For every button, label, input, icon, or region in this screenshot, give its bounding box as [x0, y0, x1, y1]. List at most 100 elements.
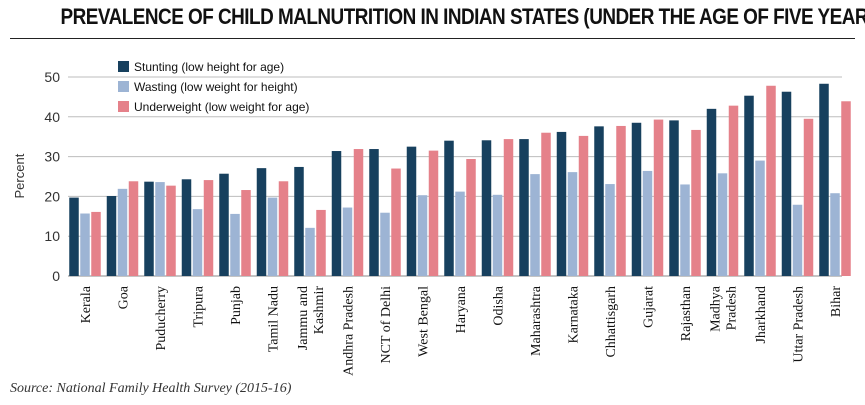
- bar-stunting: [181, 179, 192, 276]
- bar-wasting: [267, 197, 278, 276]
- x-tick-label: Puducherry: [154, 286, 169, 351]
- legend-swatch: [118, 61, 129, 72]
- x-tick-label-line: Punjab: [229, 286, 244, 325]
- bar-wasting: [455, 191, 465, 276]
- y-tick-label: 50: [44, 69, 60, 85]
- x-tick-label-line: NCT of Delhi: [379, 286, 394, 364]
- x-tick-label-line: Madhya: [709, 285, 724, 332]
- axis-layer: 0 10 20 30 40 50 Percent Kerala Goa Puducherry Tri…: [12, 69, 844, 376]
- x-tick-label-line: Jharkhand: [754, 286, 769, 344]
- bar-wasting: [492, 194, 503, 276]
- legend-label: Underweight (low weight for age): [134, 100, 309, 114]
- bar-stunting: [369, 149, 379, 276]
- bar-stunting: [781, 91, 792, 276]
- x-tick-label: MadhyaPradesh: [709, 285, 740, 332]
- title-divider: [10, 38, 855, 39]
- x-tick-label-line: Karnataka: [567, 285, 582, 343]
- bar-stunting: [219, 173, 229, 276]
- bar-underweight: [128, 181, 139, 276]
- y-tick-label: 20: [44, 188, 60, 204]
- legend: Stunting (low height for age) Wasting (lo…: [118, 60, 309, 114]
- x-tick-label: Uttar Pradesh: [792, 286, 807, 363]
- bar-wasting: [680, 184, 690, 276]
- bar-underweight: [353, 149, 364, 276]
- bar-wasting: [417, 195, 428, 276]
- x-tick-label: Punjab: [229, 286, 244, 325]
- bar-stunting: [294, 166, 304, 276]
- bar-underweight: [466, 158, 476, 276]
- y-tick-label: 0: [52, 268, 60, 284]
- x-tick-label: Odisha: [492, 285, 507, 325]
- legend-swatch: [118, 81, 129, 92]
- bar-underweight: [803, 118, 814, 276]
- bar-stunting: [744, 95, 754, 277]
- x-tick-label: Chhattisgarh: [604, 286, 619, 358]
- bar-wasting: [792, 204, 803, 276]
- bar-stunting: [69, 197, 79, 276]
- bar-wasting: [192, 209, 203, 276]
- x-tick-label-line: Chhattisgarh: [604, 286, 619, 358]
- bar-wasting: [230, 213, 240, 276]
- x-tick-label-line: Kashmir: [312, 286, 327, 335]
- x-tick-label: Karnataka: [567, 285, 582, 343]
- x-tick-label: West Bengal: [417, 286, 432, 357]
- bar-underweight: [428, 150, 439, 276]
- bar-stunting: [331, 151, 342, 276]
- y-axis-label: Percent: [12, 153, 27, 198]
- bar-underweight: [766, 85, 776, 276]
- bar-stunting: [631, 122, 642, 277]
- x-tick-label-line: Bihar: [829, 286, 844, 317]
- x-tick-label: Maharashtra: [529, 285, 544, 356]
- bar-wasting: [567, 172, 578, 276]
- x-tick-label: Kerala: [79, 285, 94, 323]
- bar-stunting: [594, 126, 604, 277]
- bar-underweight: [841, 101, 851, 276]
- bar-wasting: [117, 188, 128, 276]
- x-tick-label: Tripura: [192, 285, 207, 327]
- x-tick-label-line: Odisha: [492, 285, 507, 325]
- bar-underweight: [166, 185, 176, 276]
- x-tick-label-line: Kerala: [79, 285, 94, 323]
- bars-layer: [69, 83, 851, 277]
- bar-stunting: [106, 196, 117, 276]
- x-tick-label: Haryana: [454, 285, 469, 333]
- x-tick-label-line: Haryana: [454, 285, 469, 333]
- y-tick-label: 10: [44, 228, 60, 244]
- bar-underweight: [241, 190, 251, 276]
- x-tick-label-line: Tamil Nadu: [267, 286, 282, 352]
- bar-wasting: [530, 174, 540, 276]
- x-tick-label: Goa: [117, 285, 132, 309]
- bar-stunting: [406, 146, 417, 276]
- legend-label: Wasting (low weight for height): [134, 80, 298, 94]
- bar-stunting: [444, 140, 454, 276]
- bar-wasting: [755, 160, 765, 276]
- bar-wasting: [605, 184, 615, 276]
- x-tick-label-line: Gujarat: [642, 286, 657, 328]
- bar-underweight: [653, 119, 664, 276]
- x-tick-label: Jammu andKashmir: [296, 286, 327, 350]
- bar-stunting: [669, 120, 679, 276]
- y-tick-label: 30: [44, 149, 60, 165]
- bar-stunting: [256, 168, 267, 276]
- bar-stunting: [706, 108, 717, 276]
- bar-stunting: [556, 131, 567, 276]
- x-tick-label-line: West Bengal: [417, 286, 432, 357]
- bar-stunting: [519, 139, 529, 276]
- chart-title: PREVALENCE OF CHILD MALNUTRITION IN INDI…: [60, 4, 865, 29]
- bar-stunting: [819, 83, 829, 277]
- bar-wasting: [642, 170, 653, 276]
- bar-wasting: [155, 182, 165, 276]
- x-tick-label-line: Goa: [117, 285, 132, 309]
- x-tick-label-line: Pradesh: [725, 286, 740, 330]
- x-tick-label-line: Andhra Pradesh: [342, 286, 357, 376]
- bar-underweight: [541, 132, 551, 276]
- x-tick-label: Andhra Pradesh: [342, 286, 357, 376]
- x-tick-label-line: Rajasthan: [679, 286, 694, 341]
- legend-swatch: [118, 101, 129, 112]
- bar-wasting: [80, 213, 90, 276]
- x-tick-label: Gujarat: [642, 286, 657, 328]
- bar-wasting: [380, 212, 390, 276]
- x-tick-label-line: Tripura: [192, 285, 207, 327]
- x-tick-label: Rajasthan: [679, 286, 694, 341]
